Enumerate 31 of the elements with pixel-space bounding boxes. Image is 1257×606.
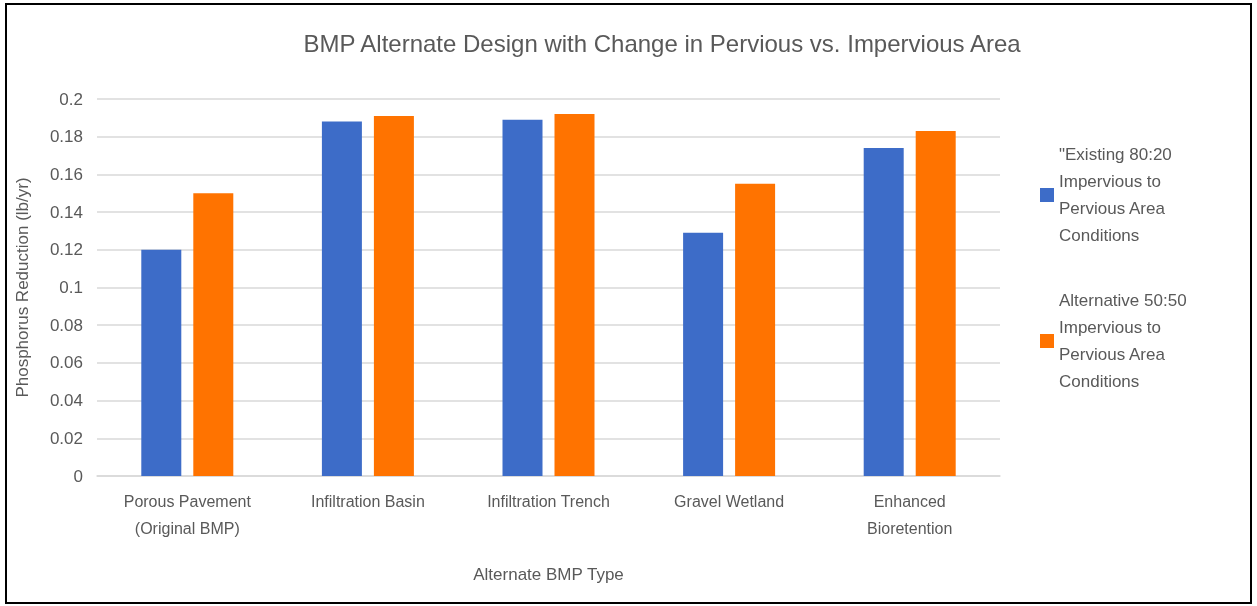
- x-axis-title: Alternate BMP Type: [473, 565, 624, 584]
- y-axis-title: Phosphorus Reduction (lb/yr): [13, 177, 32, 398]
- y-tick-label: 0.14: [49, 202, 83, 222]
- y-tick-label: 0.1: [59, 278, 83, 297]
- y-tick-label: 0.18: [49, 127, 83, 147]
- y-tick-label: 0.2: [59, 89, 83, 109]
- y-tick-label: 0.12: [49, 240, 83, 260]
- bar: [683, 232, 724, 476]
- x-tick-label: Enhanced Bioretention: [867, 493, 953, 537]
- y-tick-label: 0.08: [49, 315, 83, 335]
- bar: [915, 131, 956, 476]
- bar: [863, 148, 904, 476]
- y-tick-label: 0.04: [49, 391, 83, 411]
- legend-label: "Existing 80:20 Impervious to Pervious Area Conditions: [1059, 145, 1172, 245]
- x-tick-label: Infiltration Basin: [310, 493, 425, 510]
- bar: [141, 249, 182, 476]
- y-tick-label: 0.16: [49, 164, 83, 184]
- x-tick-label: Porous Pavement (Original BMP): [123, 493, 252, 537]
- bar: [735, 183, 776, 476]
- y-tick-label: 0: [73, 466, 83, 486]
- y-tick-label: 0.02: [49, 428, 83, 448]
- bar: [502, 119, 543, 476]
- bar: [321, 121, 362, 476]
- chart-title: BMP Alternate Design with Change in Pervious vs. Impervious Area: [303, 29, 1022, 57]
- bar: [554, 114, 595, 476]
- x-tick-label: Infiltration Trench: [487, 493, 610, 510]
- legend-label: Alternative 50:50 Impervious to Pervious Area Conditions: [1059, 291, 1187, 391]
- y-tick-label: 0.06: [49, 353, 83, 373]
- bar: [193, 193, 234, 476]
- x-tick-label: Gravel Wetland: [674, 493, 785, 510]
- bar: [373, 115, 414, 476]
